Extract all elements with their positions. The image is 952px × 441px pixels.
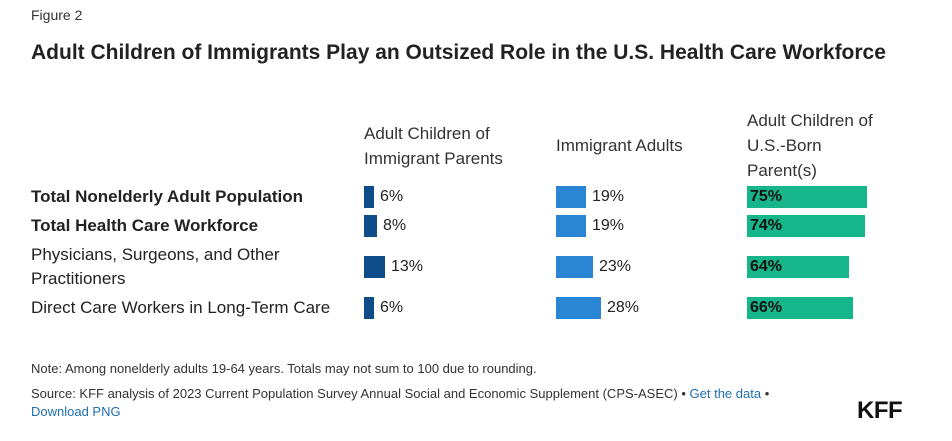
note-text: Note: Among nonelderly adults 19-64 year…: [31, 361, 537, 376]
bar-series-2: [556, 256, 593, 278]
data-label: 74%: [750, 217, 783, 234]
data-label: 19%: [592, 188, 625, 205]
source-text: Source: KFF analysis of 2023 Current Pop…: [31, 385, 851, 421]
figure-label: Figure 2: [31, 7, 83, 23]
download-png-link[interactable]: Download PNG: [31, 404, 121, 419]
bar-series-1: [364, 297, 374, 319]
column-header-children-of-immigrants: Adult Children of Immigrant Parents: [364, 124, 503, 168]
row-label: Physicians, Surgeons, and Other Practiti…: [31, 245, 280, 288]
bar-series-3: [747, 215, 865, 237]
kff-logo: KFF: [857, 397, 903, 424]
data-label: 23%: [599, 258, 632, 275]
bar-series-2: [556, 297, 601, 319]
bar-series-2: [556, 186, 586, 208]
data-label: 64%: [750, 258, 783, 275]
get-the-data-link[interactable]: Get the data: [689, 386, 762, 401]
bar-series-1: [364, 215, 377, 237]
data-label: 8%: [383, 217, 407, 234]
chart-title: Adult Children of Immigrants Play an Out…: [31, 41, 886, 64]
row-label: Total Health Care Workforce: [31, 216, 259, 235]
column-header-immigrant-adults: Immigrant Adults: [556, 136, 683, 155]
bar-series-3: [747, 186, 867, 208]
row-label: Direct Care Workers in Long-Term Care: [31, 298, 331, 317]
data-label: 6%: [380, 299, 404, 316]
data-label: 6%: [380, 188, 404, 205]
data-label: 19%: [592, 217, 625, 234]
bar-series-3: [747, 297, 853, 319]
data-label: 28%: [607, 299, 640, 316]
data-label: 66%: [750, 299, 783, 316]
source-label: Source: KFF analysis of 2023 Current Pop…: [31, 386, 686, 401]
bar-series-3: [747, 256, 849, 278]
data-label: 13%: [391, 258, 424, 275]
bar-series-1: [364, 256, 385, 278]
separator: •: [764, 386, 770, 401]
column-header-us-born: Adult Children of U.S.-Born Parent(s): [747, 111, 873, 180]
bar-series-2: [556, 215, 586, 237]
data-label: 75%: [750, 188, 783, 205]
bar-series-1: [364, 186, 374, 208]
row-label: Total Nonelderly Adult Population: [31, 187, 303, 206]
